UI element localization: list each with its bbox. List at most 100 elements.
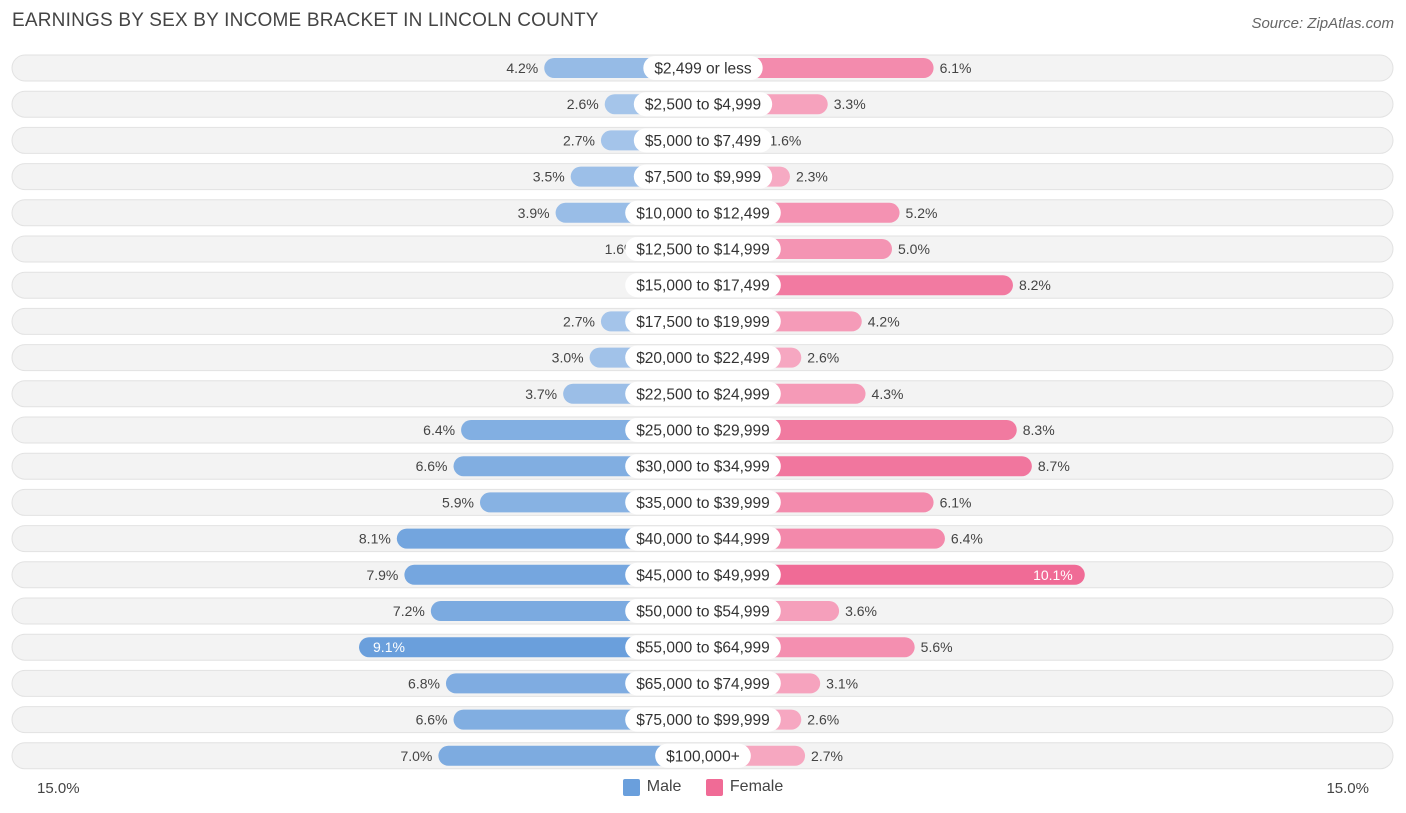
female-value-label: 2.6% <box>807 350 839 366</box>
female-bar[interactable] <box>703 420 1017 440</box>
category-label: $45,000 to $49,999 <box>636 567 770 584</box>
category-label: $20,000 to $22,499 <box>636 350 770 367</box>
bar-row: 3.5% 2.3% $7,500 to $9,999 <box>11 163 1394 191</box>
female-value-label: 5.6% <box>921 639 953 655</box>
female-value-label: 2.3% <box>796 169 828 185</box>
male-bar[interactable] <box>359 637 703 658</box>
male-value-label: 6.4% <box>423 422 455 438</box>
female-value-label: 3.6% <box>845 603 877 619</box>
category-label: $30,000 to $34,999 <box>636 459 770 476</box>
bar-row: 3.9% 5.2% $10,000 to $12,499 <box>11 199 1394 227</box>
female-bar[interactable] <box>703 456 1032 477</box>
male-value-label: 4.2% <box>506 60 538 76</box>
bar-row: 2.6% 3.3% $2,500 to $4,999 <box>11 90 1394 118</box>
female-value-label: 1.6% <box>769 132 801 148</box>
category-label: $15,000 to $17,499 <box>636 278 770 295</box>
male-value-label: 3.0% <box>552 350 584 366</box>
male-value-label: 7.2% <box>393 603 425 619</box>
female-value-label: 5.0% <box>898 241 930 257</box>
category-pill <box>625 526 781 551</box>
bar-row: 6.6% 2.6% $75,000 to $99,999 <box>11 706 1394 734</box>
legend-male-swatch <box>622 778 640 796</box>
category-label: $40,000 to $44,999 <box>636 531 770 548</box>
bar-row: 7.0% 2.7% $100,000+ <box>11 742 1394 770</box>
chart-title: EARNINGS BY SEX BY INCOME BRACKET IN LIN… <box>12 10 599 31</box>
female-value-label: 6.4% <box>951 531 983 547</box>
category-label: $7,500 to $9,999 <box>645 169 761 186</box>
female-value-label: 8.7% <box>1038 458 1070 474</box>
category-pill <box>633 92 773 117</box>
category-pill <box>633 164 773 189</box>
female-value-label: 8.2% <box>1019 277 1051 293</box>
legend-male[interactable]: Male <box>622 778 682 796</box>
male-value-label: 8.1% <box>359 531 391 547</box>
bar-row: 2.7% 4.2% $17,500 to $19,999 <box>11 307 1394 335</box>
bar-row: 7.2% 3.6% $50,000 to $54,999 <box>11 597 1394 625</box>
bar-row: 6.8% 3.1% $65,000 to $74,999 <box>11 669 1394 697</box>
axis-right-label: 15.0% <box>1326 780 1369 797</box>
male-value-label: 5.9% <box>442 494 474 510</box>
male-value-label: 7.0% <box>400 748 432 764</box>
male-value-label: 3.7% <box>525 386 557 402</box>
bar-row: 6.6% 8.7% $30,000 to $34,999 <box>11 452 1394 480</box>
female-value-label: 4.2% <box>868 313 900 329</box>
category-label: $35,000 to $39,999 <box>636 495 770 512</box>
category-label: $17,500 to $19,999 <box>636 314 770 331</box>
female-bar[interactable] <box>703 564 1085 585</box>
male-value-label: 2.6% <box>567 96 599 112</box>
legend-female[interactable]: Female <box>705 778 784 796</box>
category-pill <box>625 454 781 479</box>
category-label: $2,500 to $4,999 <box>645 97 761 114</box>
bar-row: 5.9% 6.1% $35,000 to $39,999 <box>11 488 1394 516</box>
legend: Male Female <box>0 778 1406 801</box>
category-pill <box>625 200 781 225</box>
legend-female-swatch <box>705 778 723 796</box>
category-pill <box>625 599 781 623</box>
female-value-label: 2.7% <box>811 748 843 764</box>
category-label: $100,000+ <box>666 748 740 765</box>
category-pill <box>643 56 763 80</box>
category-label: $75,000 to $99,999 <box>636 712 770 729</box>
male-value-label: 3.5% <box>533 169 565 185</box>
male-value-label: 7.9% <box>366 567 398 583</box>
category-label: $50,000 to $54,999 <box>636 604 770 621</box>
legend-male-label: Male <box>646 778 682 795</box>
male-value-label: 9.1% <box>373 639 405 655</box>
bar-row: 7.9% 10.1% $45,000 to $49,999 <box>11 561 1394 589</box>
female-value-label: 10.1% <box>1033 567 1073 583</box>
category-pill <box>625 671 781 696</box>
category-pill <box>625 490 781 515</box>
male-value-label: 6.6% <box>416 712 448 728</box>
female-value-label: 6.1% <box>940 494 972 510</box>
bar-row: 1.6% 5.0%$12,500 to $14,999 <box>11 235 1394 263</box>
female-value-label: 2.6% <box>807 712 839 728</box>
category-label: $22,500 to $24,999 <box>636 386 770 403</box>
female-bar[interactable] <box>703 275 1013 296</box>
category-pill <box>625 237 781 261</box>
category-label: $5,000 to $7,499 <box>645 133 761 150</box>
bar-row: 8.1% 6.4% $40,000 to $44,999 <box>11 525 1394 553</box>
female-value-label: 8.3% <box>1023 422 1055 438</box>
category-pill <box>625 418 781 442</box>
category-pill <box>633 128 773 153</box>
bar-row: 6.4% 8.3% $25,000 to $29,999 <box>11 416 1394 444</box>
male-value-label: 3.9% <box>518 205 550 221</box>
category-pill <box>625 273 781 298</box>
category-label: $25,000 to $29,999 <box>636 423 770 440</box>
bar-row: 2.7% 1.6% $5,000 to $7,499 <box>11 126 1394 154</box>
source-label: Source: ZipAtlas.com <box>1251 15 1394 32</box>
category-pill <box>655 743 751 768</box>
legend-female-label: Female <box>729 778 784 795</box>
category-pill <box>625 345 781 370</box>
category-label: $2,499 or less <box>654 61 752 78</box>
bar-row: 3.0% 2.6% $20,000 to $22,499 <box>11 344 1394 372</box>
male-value-label: 2.7% <box>563 313 595 329</box>
category-label: $12,500 to $14,999 <box>636 242 770 259</box>
male-value-label: 2.7% <box>563 132 595 148</box>
female-value-label: 6.1% <box>940 60 972 76</box>
male-bar[interactable] <box>438 745 703 766</box>
bar-row: 4.2% 6.1% $2,499 or less <box>11 54 1394 82</box>
axis-left-label: 15.0% <box>37 780 80 797</box>
female-value-label: 3.3% <box>834 96 866 112</box>
